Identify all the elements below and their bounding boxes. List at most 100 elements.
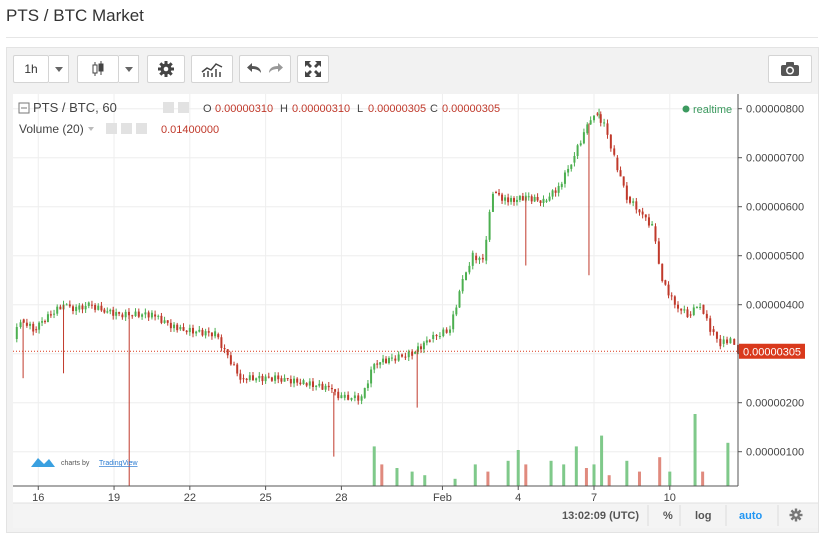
- volume-bar: [701, 471, 705, 486]
- candle-body: [330, 388, 333, 390]
- candle-body: [32, 323, 35, 332]
- branding[interactable]: charts by TradingView: [31, 458, 138, 467]
- chevron-down-icon[interactable]: [88, 127, 94, 131]
- candle-body: [363, 388, 366, 398]
- candle-body: [715, 332, 718, 339]
- volume-bar: [693, 414, 697, 486]
- chart-widget: 1h: [6, 47, 819, 533]
- low-label: L: [357, 103, 363, 115]
- candle-body: [318, 383, 321, 386]
- close-label: C: [430, 103, 438, 115]
- settings-icon[interactable]: [178, 102, 189, 113]
- candle-body: [536, 196, 539, 201]
- time-axis[interactable]: 16 19 22 25 28 Feb 4 7 10: [32, 486, 676, 504]
- y-tick-label: 0.00000100: [746, 447, 804, 459]
- candle-body: [182, 327, 185, 331]
- candle-body: [334, 389, 337, 392]
- volume-bar: [574, 446, 578, 486]
- candle-body: [387, 358, 390, 364]
- candle-body: [530, 196, 533, 202]
- undo-icon[interactable]: [245, 61, 265, 77]
- interval-dropdown[interactable]: [49, 55, 69, 83]
- indicators-button[interactable]: [191, 55, 233, 83]
- redo-icon[interactable]: [265, 61, 285, 77]
- candle-body: [719, 338, 722, 347]
- candle-body: [548, 196, 551, 201]
- candle-body: [56, 306, 59, 314]
- candle-body: [411, 351, 414, 356]
- volume-bar: [410, 471, 414, 486]
- candle-body: [201, 329, 204, 336]
- candle-body: [435, 334, 438, 337]
- candle-body: [709, 318, 712, 332]
- volume-bar: [607, 475, 611, 486]
- x-tick-label: 22: [184, 492, 196, 504]
- gear-icon[interactable]: [789, 508, 803, 522]
- candle-body: [255, 378, 258, 381]
- volume-bar: [395, 468, 399, 486]
- candle-body: [157, 315, 160, 317]
- candle-body: [498, 192, 501, 195]
- price-candles: [15, 108, 739, 486]
- last-price-label: 0.00000305: [743, 346, 801, 358]
- branding-prefix: charts by: [61, 460, 90, 467]
- candle-body: [654, 226, 657, 242]
- candle-body: [468, 265, 471, 273]
- chart-frame[interactable]: 0.00000800 0.00000700 0.00000600 0.00000500…: [13, 94, 818, 528]
- snapshot-button[interactable]: [768, 55, 812, 83]
- branding-link[interactable]: TradingView: [99, 460, 138, 467]
- candle-body: [204, 331, 207, 336]
- candle-body: [245, 378, 248, 380]
- symbol-label: PTS / BTC, 60: [33, 100, 117, 115]
- candle-body: [397, 354, 400, 361]
- candle-body: [465, 272, 468, 281]
- candle-body: [302, 380, 305, 385]
- candle-body: [539, 200, 542, 203]
- price-chart[interactable]: 0.00000800 0.00000700 0.00000600 0.00000500…: [13, 94, 818, 528]
- percent-toggle[interactable]: %: [663, 510, 673, 522]
- close-icon[interactable]: [136, 123, 147, 134]
- chart-style-dropdown[interactable]: [119, 55, 139, 83]
- interval-button[interactable]: 1h: [13, 55, 49, 83]
- settings-icon[interactable]: [163, 102, 174, 113]
- candle-body: [576, 145, 579, 156]
- candle-body: [390, 357, 393, 359]
- candle-body: [242, 378, 245, 380]
- candle-body: [414, 351, 417, 354]
- plot-area[interactable]: [13, 94, 738, 486]
- candle-body: [442, 329, 445, 337]
- candle-body: [570, 164, 573, 169]
- settings-icon[interactable]: [106, 123, 117, 134]
- fullscreen-button[interactable]: [297, 55, 329, 83]
- candle-body: [722, 339, 725, 344]
- candle-body: [695, 307, 698, 309]
- settings-button[interactable]: [147, 55, 185, 83]
- auto-toggle[interactable]: auto: [739, 510, 763, 522]
- candle-body: [501, 194, 504, 201]
- volume-bar: [584, 468, 588, 486]
- log-toggle[interactable]: log: [695, 510, 712, 522]
- candle-body: [283, 378, 286, 382]
- volume-bar: [423, 475, 427, 486]
- volume-bar: [658, 457, 662, 486]
- candle-body: [733, 339, 736, 345]
- candle-body: [327, 385, 330, 388]
- settings-icon[interactable]: [121, 123, 132, 134]
- candle-body: [191, 327, 194, 334]
- candle-body: [651, 224, 654, 226]
- candle-body: [75, 306, 78, 312]
- candle-body: [689, 314, 692, 316]
- candle-body: [729, 338, 732, 344]
- price-axis[interactable]: 0.00000800 0.00000700 0.00000600 0.00000500…: [738, 104, 804, 459]
- candle-body: [53, 313, 56, 315]
- candle-body: [321, 383, 324, 390]
- candle-body: [504, 197, 507, 201]
- candle-body: [109, 309, 112, 312]
- candle-body: [84, 305, 87, 310]
- candle-body: [613, 148, 616, 155]
- chart-style-button[interactable]: [77, 55, 119, 83]
- candle-body: [593, 115, 596, 121]
- candle-body: [81, 305, 84, 310]
- fullscreen-icon: [305, 61, 321, 77]
- candle-body: [173, 324, 176, 329]
